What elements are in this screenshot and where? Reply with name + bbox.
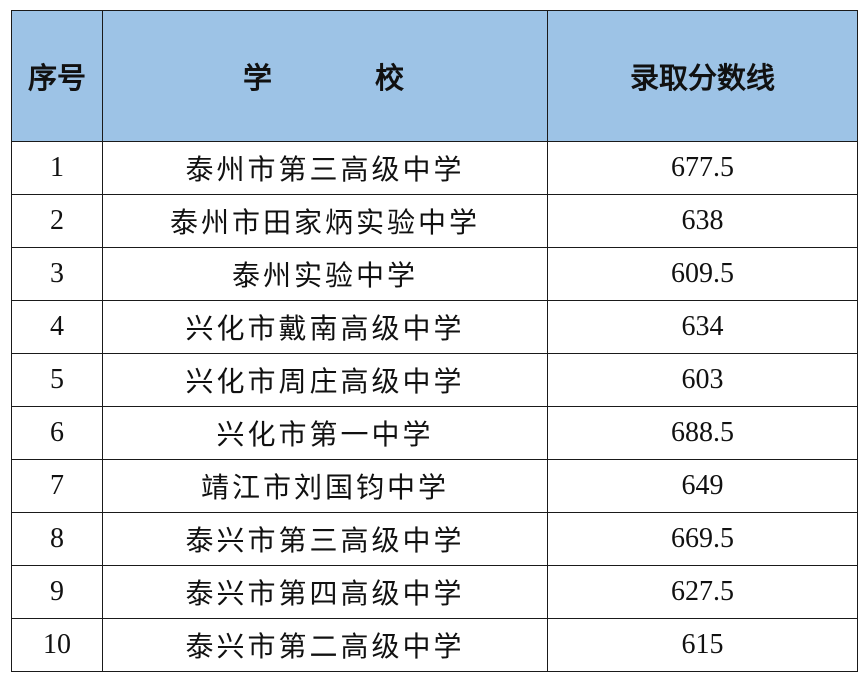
- row-index: 1: [11, 141, 103, 195]
- admission-score-table: 序号 学校 录取分数线 1 泰州市第三高级中学 677.5 2 泰州市田家炳实验中学 63…: [11, 10, 858, 672]
- table-row: 5 兴化市周庄高级中学 603: [11, 353, 858, 407]
- row-index: 10: [11, 618, 103, 672]
- row-school: 泰兴市第二高级中学: [102, 618, 548, 672]
- row-index: 6: [11, 406, 103, 460]
- row-index: 2: [11, 194, 103, 248]
- header-school-char-1: 学: [242, 63, 275, 95]
- row-school: 靖江市刘国钧中学: [102, 459, 548, 513]
- row-score: 615: [547, 618, 858, 672]
- row-score: 627.5: [547, 565, 858, 619]
- table-row: 6 兴化市第一中学 688.5: [11, 406, 858, 460]
- row-index: 5: [11, 353, 103, 407]
- row-score: 603: [547, 353, 858, 407]
- row-school: 泰兴市第三高级中学: [102, 512, 548, 566]
- table-row: 4 兴化市戴南高级中学 634: [11, 300, 858, 354]
- row-school: 泰州市第三高级中学: [102, 141, 548, 195]
- row-school: 兴化市周庄高级中学: [102, 353, 548, 407]
- row-index: 9: [11, 565, 103, 619]
- header-row: 序号 学校 录取分数线: [11, 10, 858, 142]
- row-index: 3: [11, 247, 103, 301]
- table-row: 9 泰兴市第四高级中学 627.5: [11, 565, 858, 619]
- row-school: 兴化市戴南高级中学: [102, 300, 548, 354]
- header-score: 录取分数线: [547, 10, 858, 142]
- row-school: 泰州市田家炳实验中学: [102, 194, 548, 248]
- row-index: 4: [11, 300, 103, 354]
- row-score: 669.5: [547, 512, 858, 566]
- table-row: 2 泰州市田家炳实验中学 638: [11, 194, 858, 248]
- row-school: 泰州实验中学: [102, 247, 548, 301]
- row-score: 649: [547, 459, 858, 513]
- header-school: 学校: [102, 10, 548, 142]
- row-index: 7: [11, 459, 103, 513]
- row-school: 泰兴市第四高级中学: [102, 565, 548, 619]
- row-score: 609.5: [547, 247, 858, 301]
- table-row: 7 靖江市刘国钧中学 649: [11, 459, 858, 513]
- row-index: 8: [11, 512, 103, 566]
- row-score: 688.5: [547, 406, 858, 460]
- row-score: 638: [547, 194, 858, 248]
- table-row: 10 泰兴市第二高级中学 615: [11, 618, 858, 672]
- header-index: 序号: [11, 10, 103, 142]
- table-row: 8 泰兴市第三高级中学 669.5: [11, 512, 858, 566]
- table-row: 1 泰州市第三高级中学 677.5: [11, 141, 858, 195]
- row-school: 兴化市第一中学: [102, 406, 548, 460]
- row-score: 634: [547, 300, 858, 354]
- row-score: 677.5: [547, 141, 858, 195]
- header-school-char-2: 校: [375, 63, 408, 95]
- table-row: 3 泰州实验中学 609.5: [11, 247, 858, 301]
